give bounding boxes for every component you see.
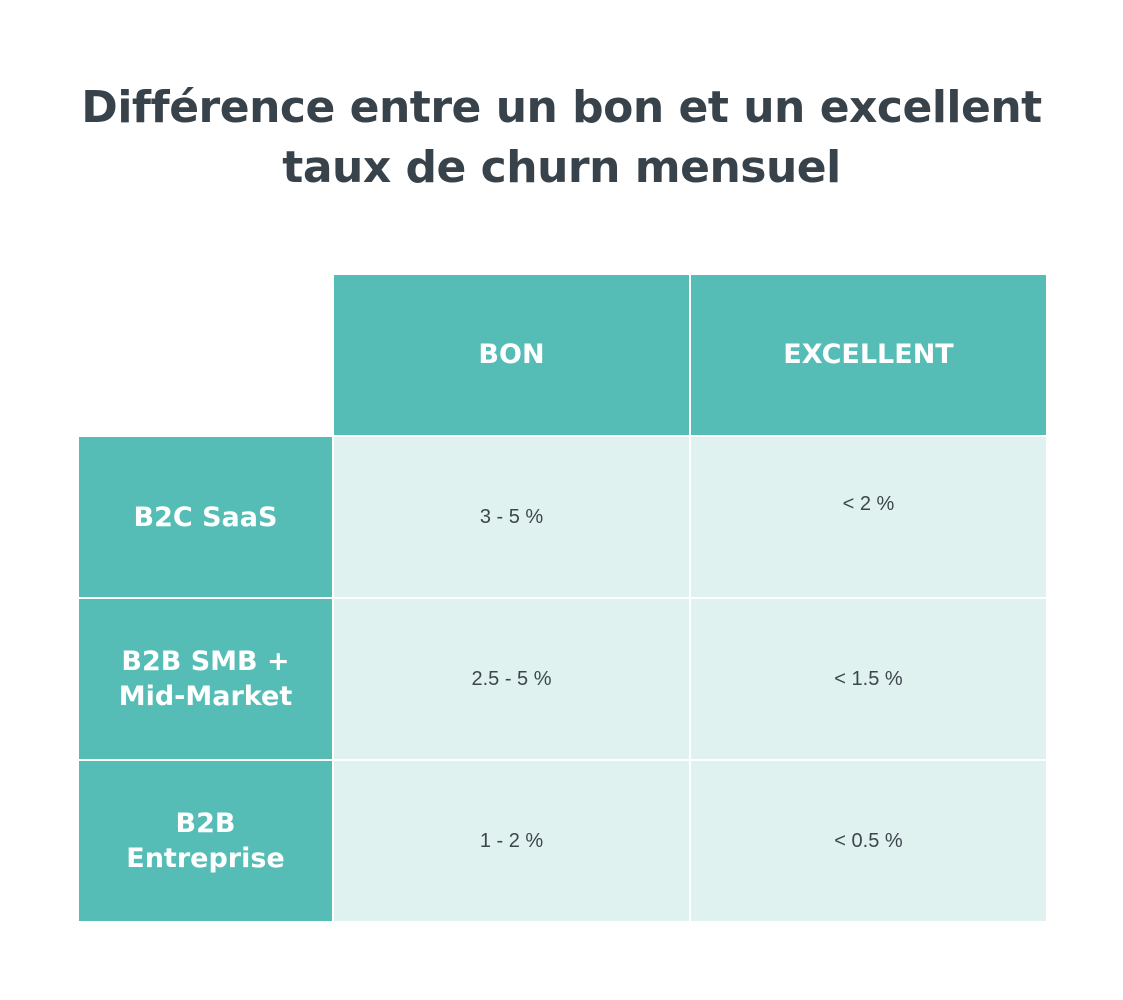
table-cell-value: < 1.5 % bbox=[834, 667, 903, 690]
column-header-excellent-label: EXCELLENT bbox=[783, 339, 954, 370]
table-cell-value: 1 - 2 % bbox=[479, 829, 544, 852]
table-cell-b2c-saas-excellent: < 2 % bbox=[691, 437, 1046, 597]
row-header-b2c-saas: B2C SaaS bbox=[79, 437, 332, 597]
table-cell-value: < 0.5 % bbox=[834, 829, 903, 852]
table-cell-b2b-entreprise-excellent: < 0.5 % bbox=[691, 761, 1046, 921]
row-header-b2b-entreprise: B2B Entreprise bbox=[79, 761, 332, 921]
table-cell-value: 3 - 5 % bbox=[479, 505, 544, 528]
row-header-line: B2B bbox=[175, 808, 236, 839]
row-header-b2b-smb-mid-market: B2B SMB + Mid-Market bbox=[79, 599, 332, 759]
table-cell-b2b-smb-bon: 2.5 - 5 % bbox=[334, 599, 689, 759]
column-header-bon-label: BON bbox=[478, 339, 545, 370]
row-header-line: Entreprise bbox=[126, 843, 285, 874]
row-header-line: Mid-Market bbox=[118, 681, 293, 712]
row-header-line: B2B SMB + bbox=[121, 646, 290, 677]
row-header-b2c-saas-label: B2C SaaS bbox=[133, 501, 278, 533]
table-cell-b2c-saas-bon: 3 - 5 % bbox=[334, 437, 689, 597]
table-cell-value: 2.5 - 5 % bbox=[471, 667, 552, 690]
column-header-bon: BON bbox=[334, 275, 689, 435]
table-cell-b2b-smb-excellent: < 1.5 % bbox=[691, 599, 1046, 759]
table-cell-value: < 2 % bbox=[842, 492, 895, 515]
title-line-2: taux de churn mensuel bbox=[282, 142, 841, 193]
title-line-1: Différence entre un bon et un excellent bbox=[81, 82, 1042, 133]
table-cell-b2b-entreprise-bon: 1 - 2 % bbox=[334, 761, 689, 921]
column-header-excellent: EXCELLENT bbox=[691, 275, 1046, 435]
page-title: Différence entre un bon et un excellent … bbox=[0, 78, 1123, 198]
